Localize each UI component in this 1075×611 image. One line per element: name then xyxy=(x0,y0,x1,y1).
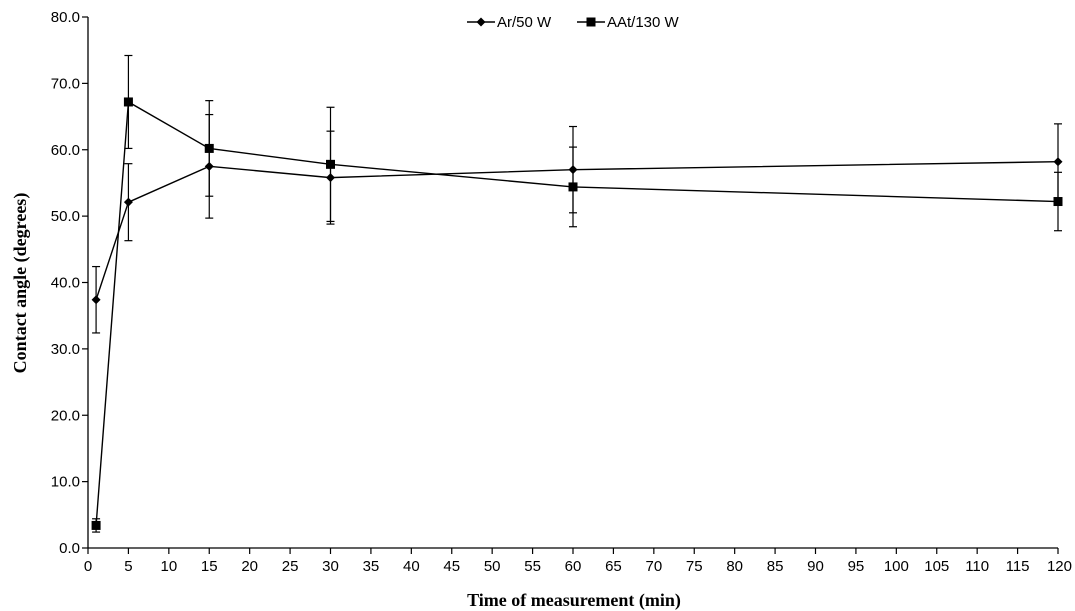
x-tick-label: 65 xyxy=(605,558,622,575)
axes xyxy=(87,17,1058,549)
y-tick-label: 60.0 xyxy=(51,142,80,159)
x-tick-label: 50 xyxy=(484,558,501,575)
legend-item: AAt/130 W xyxy=(577,14,680,31)
x-tick-label: 15 xyxy=(201,558,218,575)
y-tick-label: 50.0 xyxy=(51,208,80,225)
x-axis-title: Time of measurement (min) xyxy=(467,590,681,611)
legend-item: Ar/50 W xyxy=(467,14,552,31)
series-aat-130w xyxy=(91,54,1063,533)
x-tick-label: 60 xyxy=(565,558,582,575)
legend: Ar/50 W AAt/130 W xyxy=(467,14,680,31)
x-tick-label: 75 xyxy=(686,558,703,575)
legend-marker xyxy=(586,17,596,27)
y-tick-label: 80.0 xyxy=(51,9,80,26)
x-tick-label: 105 xyxy=(924,558,949,575)
y-axis-title: Contact angle (degrees) xyxy=(10,193,31,374)
y-tick-label: 10.0 xyxy=(51,474,80,491)
series-line xyxy=(95,100,1059,526)
data-point xyxy=(1053,197,1063,207)
x-tick-label: 0 xyxy=(84,558,92,575)
x-tick-label: 35 xyxy=(363,558,380,575)
x-tick-label: 90 xyxy=(807,558,824,575)
series-layer xyxy=(91,54,1063,533)
data-point xyxy=(568,182,578,192)
y-tick-label: 40.0 xyxy=(51,275,80,292)
x-tick-label: 55 xyxy=(524,558,541,575)
legend-label: AAt/130 W xyxy=(607,14,680,31)
x-tick-label: 110 xyxy=(965,558,989,575)
x-tick-label: 45 xyxy=(443,558,460,575)
x-tick-label: 95 xyxy=(848,558,865,575)
x-tick-label: 85 xyxy=(767,558,784,575)
x-tick-label: 100 xyxy=(884,558,909,575)
data-point xyxy=(204,143,214,153)
series-ar-50w xyxy=(91,113,1063,334)
x-tick-label: 80 xyxy=(726,558,743,575)
tick-marks: 0 5 10 15 20 25 30 35 40 45 50 55 60 65 70 75 80 85 90 95 10… xyxy=(51,9,1072,575)
x-tick-label: 115 xyxy=(1006,558,1030,575)
data-point xyxy=(91,520,101,530)
x-tick-label: 25 xyxy=(282,558,299,575)
series-line xyxy=(95,160,1059,300)
y-tick-label: 30.0 xyxy=(51,341,80,358)
y-tick-label: 20.0 xyxy=(51,407,80,424)
legend-label: Ar/50 W xyxy=(497,14,552,31)
y-tick-label: 0.0 xyxy=(59,540,80,557)
x-tick-label: 30 xyxy=(322,558,339,575)
y-tick-label: 70.0 xyxy=(51,75,80,92)
legend-marker xyxy=(476,17,486,27)
data-point xyxy=(123,97,133,107)
x-tick-label: 10 xyxy=(160,558,177,575)
x-tick-label: 40 xyxy=(403,558,420,575)
data-point xyxy=(326,159,335,169)
x-tick-label: 70 xyxy=(645,558,662,575)
x-tick-label: 20 xyxy=(241,558,258,575)
data-point xyxy=(91,295,101,305)
x-tick-label: 120 xyxy=(1047,558,1072,575)
data-point xyxy=(123,197,133,207)
data-point xyxy=(1053,157,1063,167)
x-tick-label: 5 xyxy=(124,558,132,575)
